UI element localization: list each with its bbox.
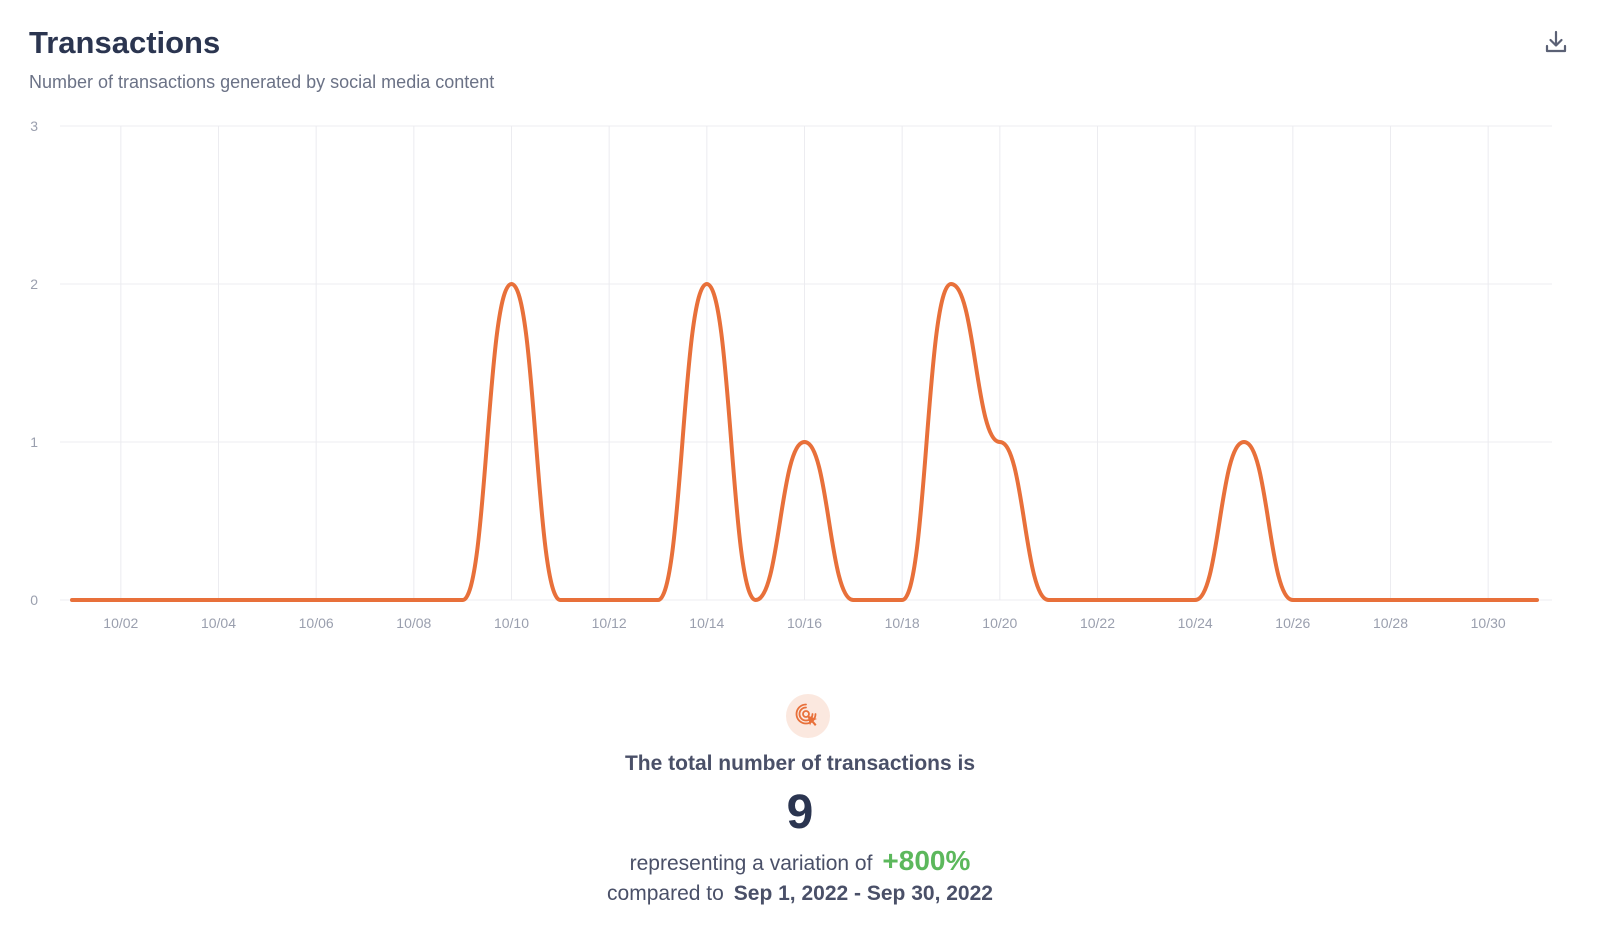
transactions-line-chart: 0 1 2 3 10/02 10/04 10/06 10/08 10/10 10/12 10/14 1…	[30, 118, 1552, 631]
x-tick-label: 10/10	[494, 615, 529, 631]
data-point[interactable]	[655, 597, 661, 603]
data-point[interactable]	[167, 597, 173, 603]
data-point[interactable]	[1143, 597, 1149, 603]
y-tick-label: 0	[30, 592, 38, 608]
data-point[interactable]	[460, 597, 466, 603]
y-tick-label: 2	[30, 276, 38, 292]
summary-label: The total number of transactions is	[624, 752, 976, 775]
x-tick-label: 10/08	[396, 615, 431, 631]
summary-variation: representing a variation of +800%	[0, 846, 1600, 879]
axis-layer: 0 1 2 3 10/02 10/04 10/06 10/08 10/10 10/12 10/14 1…	[30, 118, 1506, 631]
x-tick-label: 10/28	[1373, 615, 1408, 631]
summary-total: 9	[786, 786, 814, 839]
data-point[interactable]	[899, 597, 905, 603]
data-point[interactable]	[264, 597, 270, 603]
chart-area: 0 1 2 3 10/02 10/04 10/06 10/08 10/10 10/12 10/14 1…	[0, 110, 1600, 650]
data-point[interactable]	[1339, 597, 1345, 603]
data-point[interactable]	[1290, 597, 1296, 603]
chart-header: Transactions Number of transactions gene…	[29, 22, 494, 94]
x-tick-label: 10/12	[592, 615, 627, 631]
variation-prefix: representing a variation of	[629, 852, 873, 875]
x-tick-label: 10/14	[689, 615, 724, 631]
compare-range: Sep 1, 2022 - Sep 30, 2022	[733, 882, 993, 905]
x-tick-label: 10/22	[1080, 615, 1115, 631]
data-point[interactable]	[997, 439, 1003, 445]
data-point[interactable]	[948, 281, 954, 287]
x-tick-label: 10/24	[1178, 615, 1213, 631]
x-tick-label: 10/06	[299, 615, 334, 631]
x-tick-label: 10/02	[103, 615, 138, 631]
data-point[interactable]	[362, 597, 368, 603]
x-tick-label: 10/26	[1275, 615, 1310, 631]
data-point[interactable]	[606, 597, 612, 603]
y-tick-label: 1	[30, 434, 38, 450]
data-point[interactable]	[802, 439, 808, 445]
data-point[interactable]	[1388, 597, 1394, 603]
variation-value: +800%	[882, 845, 971, 876]
data-point[interactable]	[216, 597, 222, 603]
compare-prefix: compared to	[607, 882, 724, 905]
data-point[interactable]	[1534, 597, 1540, 603]
data-point[interactable]	[509, 281, 515, 287]
click-target-icon	[795, 703, 817, 726]
summary-icon-badge	[786, 694, 830, 738]
x-tick-label: 10/16	[787, 615, 822, 631]
data-point[interactable]	[1095, 597, 1101, 603]
data-point[interactable]	[1192, 597, 1198, 603]
chart-subtitle: Number of transactions generated by soci…	[29, 72, 495, 92]
grid-layer	[60, 125, 1552, 601]
data-point[interactable]	[69, 597, 75, 603]
x-tick-label: 10/18	[885, 615, 920, 631]
data-point[interactable]	[411, 597, 417, 603]
y-tick-label: 3	[30, 118, 38, 134]
series-line-transactions	[70, 282, 1539, 602]
chart-title: Transactions	[29, 25, 221, 60]
x-tick-label: 10/04	[201, 615, 236, 631]
data-point[interactable]	[753, 597, 759, 603]
data-point[interactable]	[118, 597, 124, 603]
summary-compare: compared to Sep 1, 2022 - Sep 30, 2022	[0, 880, 1600, 908]
data-point[interactable]	[704, 281, 710, 287]
x-tick-label: 10/20	[982, 615, 1017, 631]
data-point[interactable]	[1485, 597, 1491, 603]
data-point[interactable]	[557, 597, 563, 603]
x-tick-label: 10/30	[1471, 615, 1506, 631]
data-point[interactable]	[850, 597, 856, 603]
data-point[interactable]	[1436, 597, 1442, 603]
data-point[interactable]	[1046, 597, 1052, 603]
data-point[interactable]	[313, 597, 319, 603]
download-button[interactable]	[1540, 26, 1572, 58]
download-icon	[1545, 30, 1567, 53]
series-layer	[69, 281, 1540, 603]
data-point[interactable]	[1241, 439, 1247, 445]
